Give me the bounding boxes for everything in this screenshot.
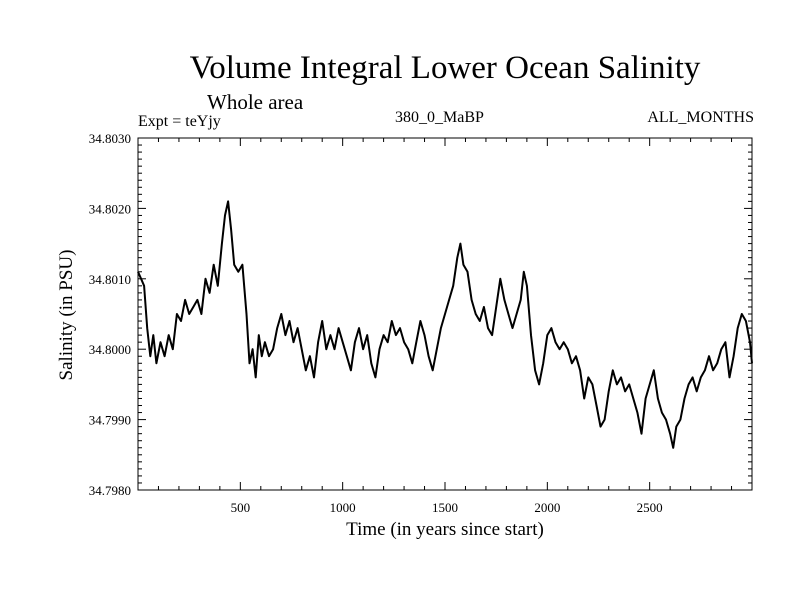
x-tick-label: 2500 [637, 500, 663, 515]
y-tick-label: 34.8030 [89, 131, 131, 146]
x-tick-label: 2000 [534, 500, 560, 515]
y-tick-label: 34.8020 [89, 201, 131, 216]
y-tick-label: 34.8010 [89, 272, 131, 287]
series-lines [137, 200, 753, 449]
x-axis-label: Time (in years since start) [346, 519, 544, 540]
period-label: 380_0_MaBP [395, 109, 484, 126]
x-tick-label: 1500 [432, 500, 458, 515]
x-tick-label: 1000 [330, 500, 356, 515]
months-label: ALL_MONTHS [647, 109, 754, 126]
x-tick-label: 500 [231, 500, 251, 515]
series-line-salinity [137, 200, 753, 449]
y-tick-label: 34.7990 [89, 413, 131, 428]
tick-labels: 500 1000 1500 2000 2500 34.7980 34.7990 34.8000… [89, 131, 663, 515]
chart-subtitle: Whole area [207, 90, 304, 114]
axis-ticks [138, 138, 752, 490]
y-tick-label: 34.8000 [89, 342, 131, 357]
experiment-label: Expt = teYjy [138, 113, 221, 130]
chart-title: Volume Integral Lower Ocean Salinity [189, 50, 701, 86]
y-tick-label: 34.7980 [89, 483, 131, 498]
